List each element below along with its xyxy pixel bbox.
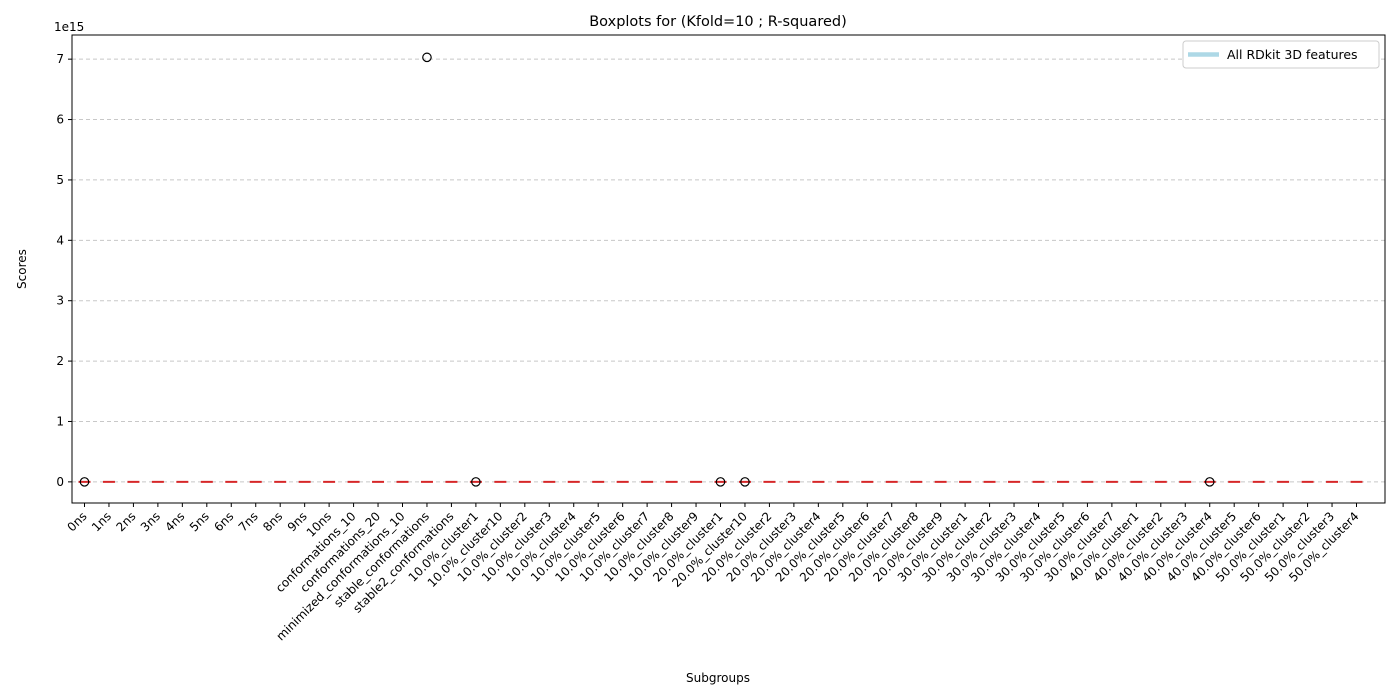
x-tick-label: 7ns — [236, 509, 261, 534]
outlier-point — [79, 477, 90, 487]
y-axis-ticks: 0 1 2 3 4 5 6 7 — [56, 52, 72, 489]
legend-box — [1182, 40, 1380, 69]
plot-frame — [71, 34, 1386, 504]
y-scale-label: 1e15 — [54, 20, 84, 34]
outlier-points — [79, 52, 1215, 487]
y-tick-label: 3 — [56, 294, 64, 308]
x-axis-label: Subgroups — [686, 671, 750, 685]
y-tick-label: 2 — [56, 354, 64, 368]
x-tick-label: 2ns — [113, 509, 138, 534]
legend-label: All RDkit 3D features — [1227, 47, 1358, 62]
outlier-point — [471, 477, 481, 487]
x-tick-label: 4ns — [162, 509, 187, 534]
x-tick-label: 3ns — [138, 509, 163, 534]
y-tick-label: 0 — [56, 475, 64, 489]
outlier-point — [422, 52, 432, 63]
x-tick-label: 5ns — [187, 509, 212, 534]
x-tick-label: 1ns — [89, 509, 114, 534]
y-tick-label: 6 — [56, 113, 64, 127]
y-tick-label: 7 — [56, 52, 64, 66]
y-tick-label: 5 — [56, 173, 64, 187]
outlier-point — [740, 477, 750, 487]
x-tick-label: 0ns — [65, 509, 90, 534]
y-tick-label: 1 — [56, 414, 64, 428]
chart-title: Boxplots for (Kfold=10 ; R-squared) — [589, 14, 847, 30]
y-tick-label: 4 — [56, 233, 64, 247]
x-tick-label: 8ns — [260, 509, 285, 534]
legend: All RDkit 3D features — [1182, 40, 1380, 69]
x-axis-ticks: 0ns 1ns 2ns 3ns 4ns 5ns 6ns 7ns 8ns 9ns10nsconfor… — [65, 503, 1362, 643]
outlier-point — [715, 477, 726, 487]
y-axis-label: Scores — [15, 249, 29, 289]
outlier-point — [1204, 477, 1215, 487]
y-gridlines — [72, 58, 1385, 483]
x-tick-label: 6ns — [211, 509, 236, 534]
